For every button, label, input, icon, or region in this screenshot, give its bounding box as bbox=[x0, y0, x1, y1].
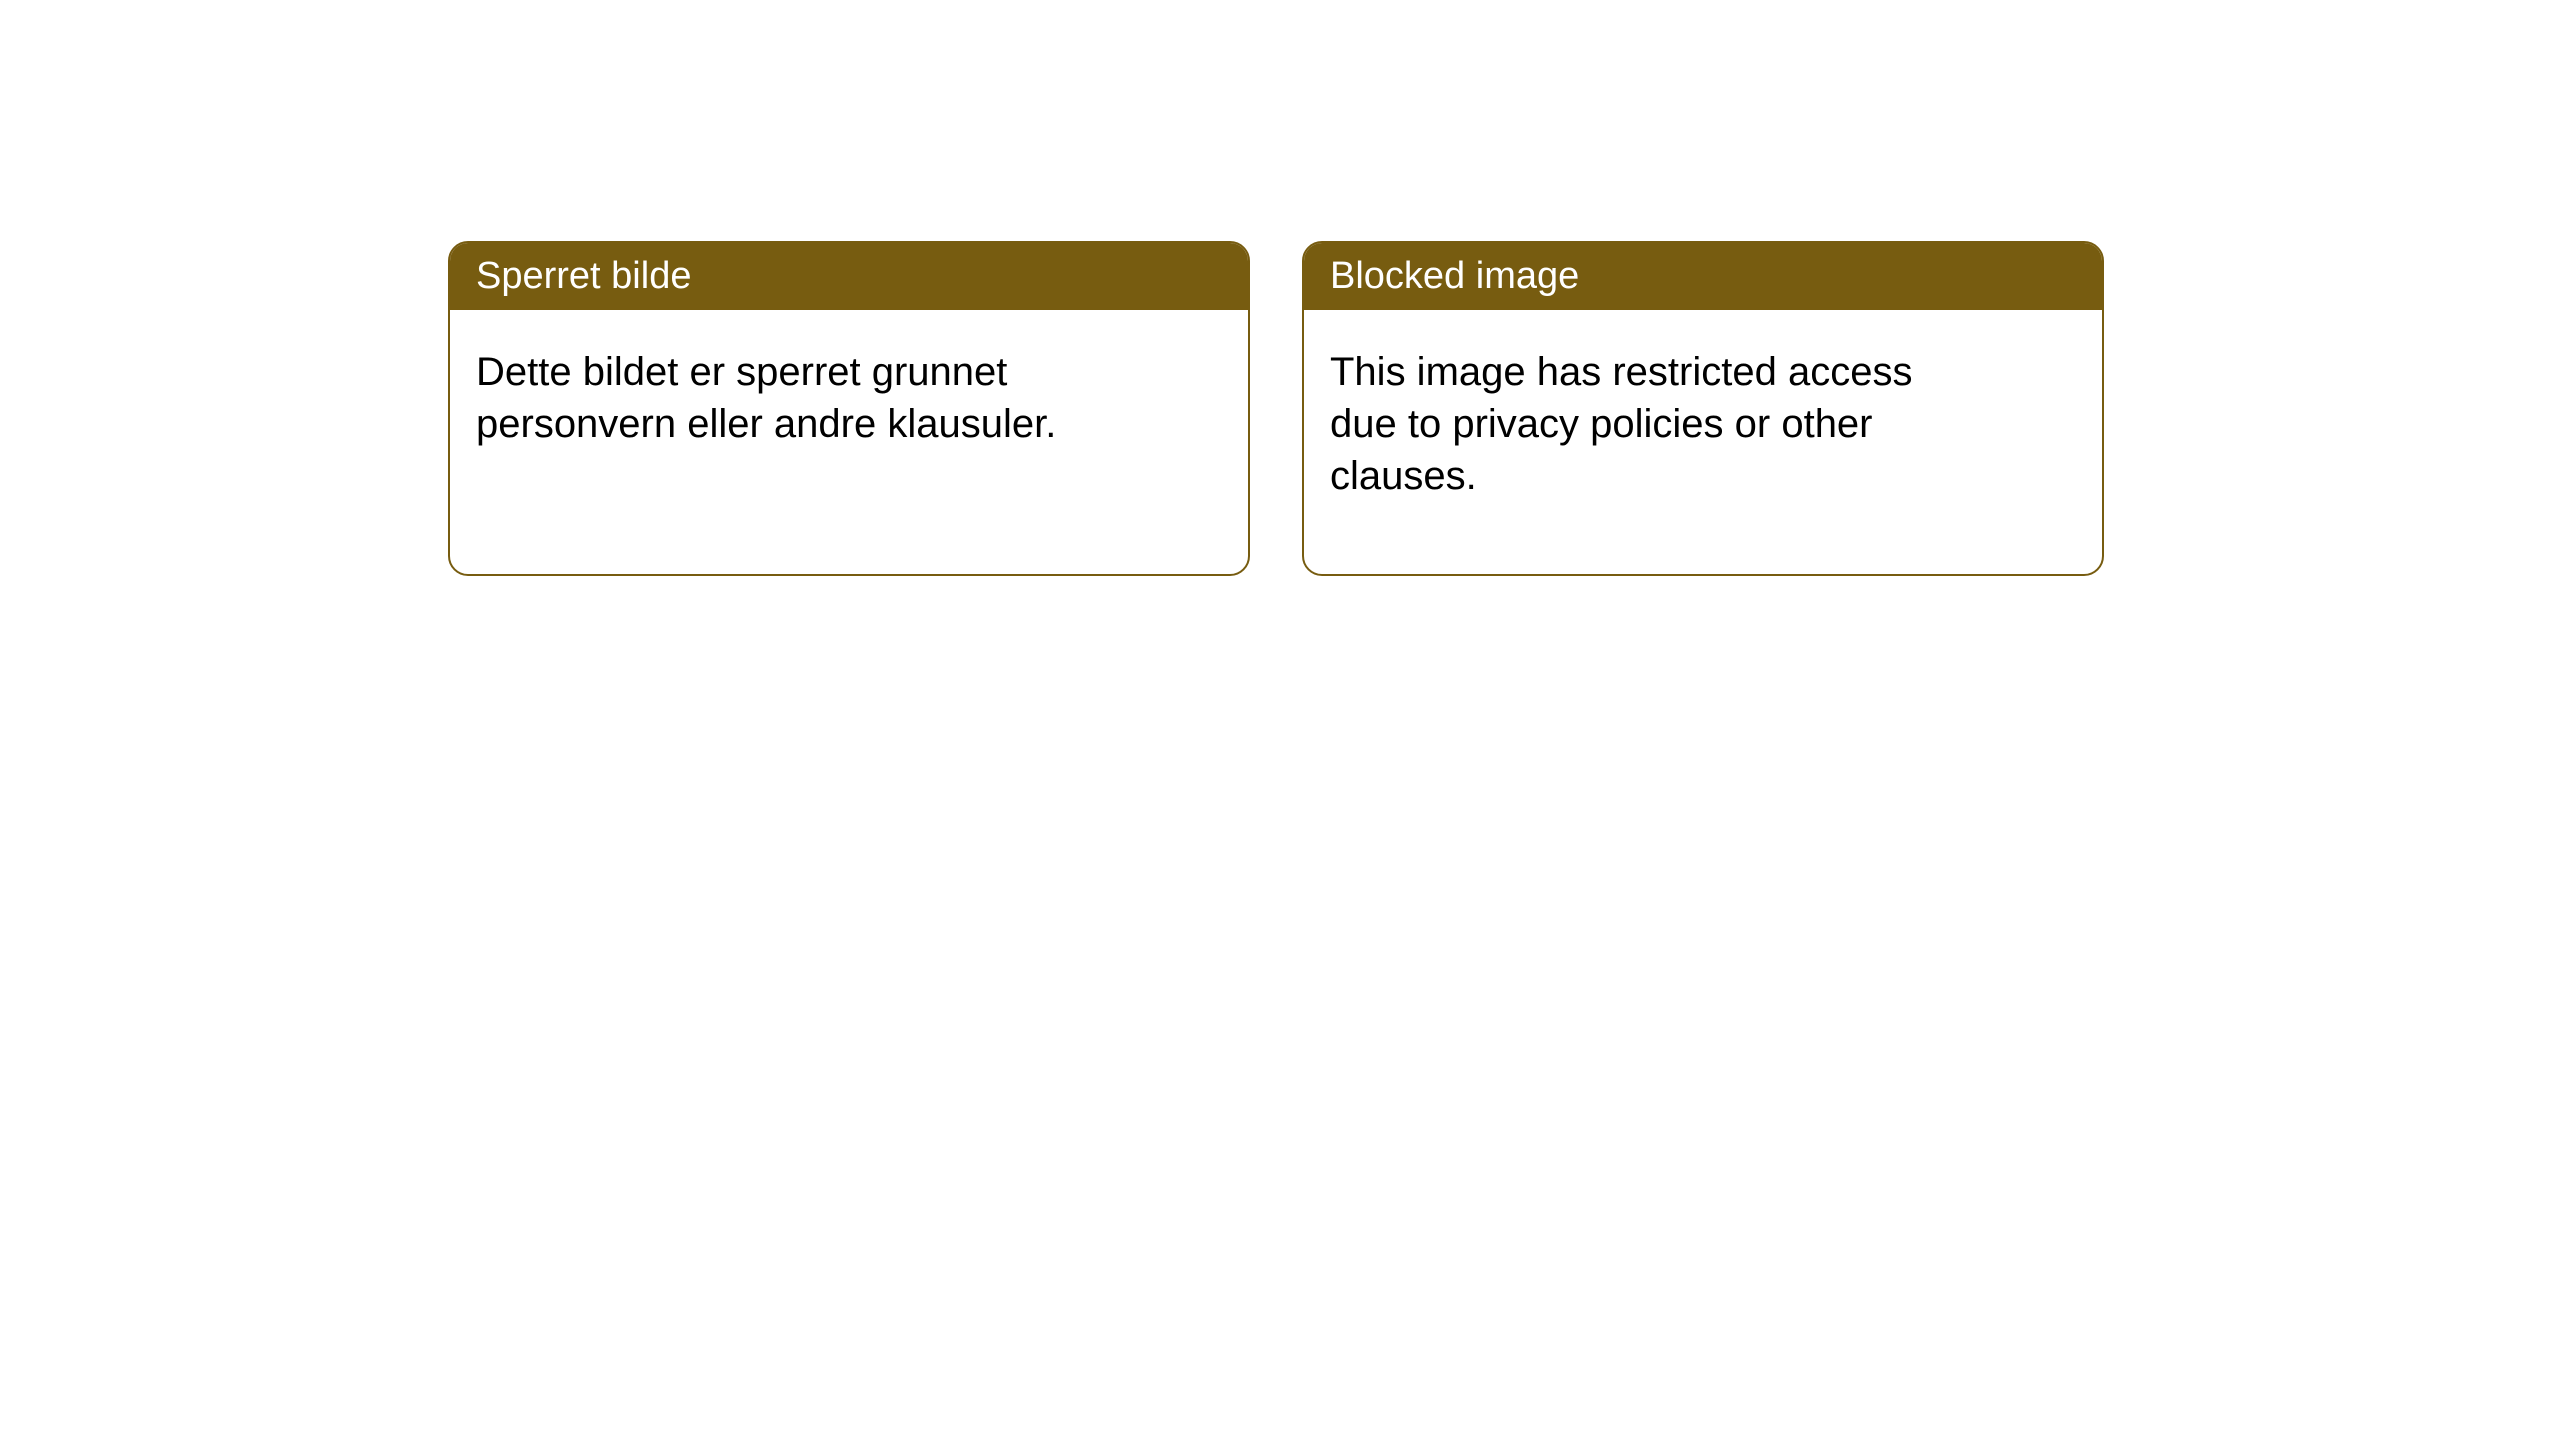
notice-title: Blocked image bbox=[1330, 255, 1579, 297]
notice-header-english: Blocked image bbox=[1304, 243, 2102, 310]
notice-header-norwegian: Sperret bilde bbox=[450, 243, 1248, 310]
notice-box-norwegian: Sperret bilde Dette bildet er sperret gr… bbox=[448, 241, 1250, 576]
notice-body-norwegian: Dette bildet er sperret grunnet personve… bbox=[450, 310, 1130, 486]
notice-container: Sperret bilde Dette bildet er sperret gr… bbox=[448, 241, 2104, 576]
notice-text: Dette bildet er sperret grunnet personve… bbox=[476, 350, 1056, 446]
notice-title: Sperret bilde bbox=[476, 255, 691, 297]
notice-body-english: This image has restricted access due to … bbox=[1304, 310, 1984, 538]
notice-box-english: Blocked image This image has restricted … bbox=[1302, 241, 2104, 576]
notice-text: This image has restricted access due to … bbox=[1330, 350, 1912, 498]
